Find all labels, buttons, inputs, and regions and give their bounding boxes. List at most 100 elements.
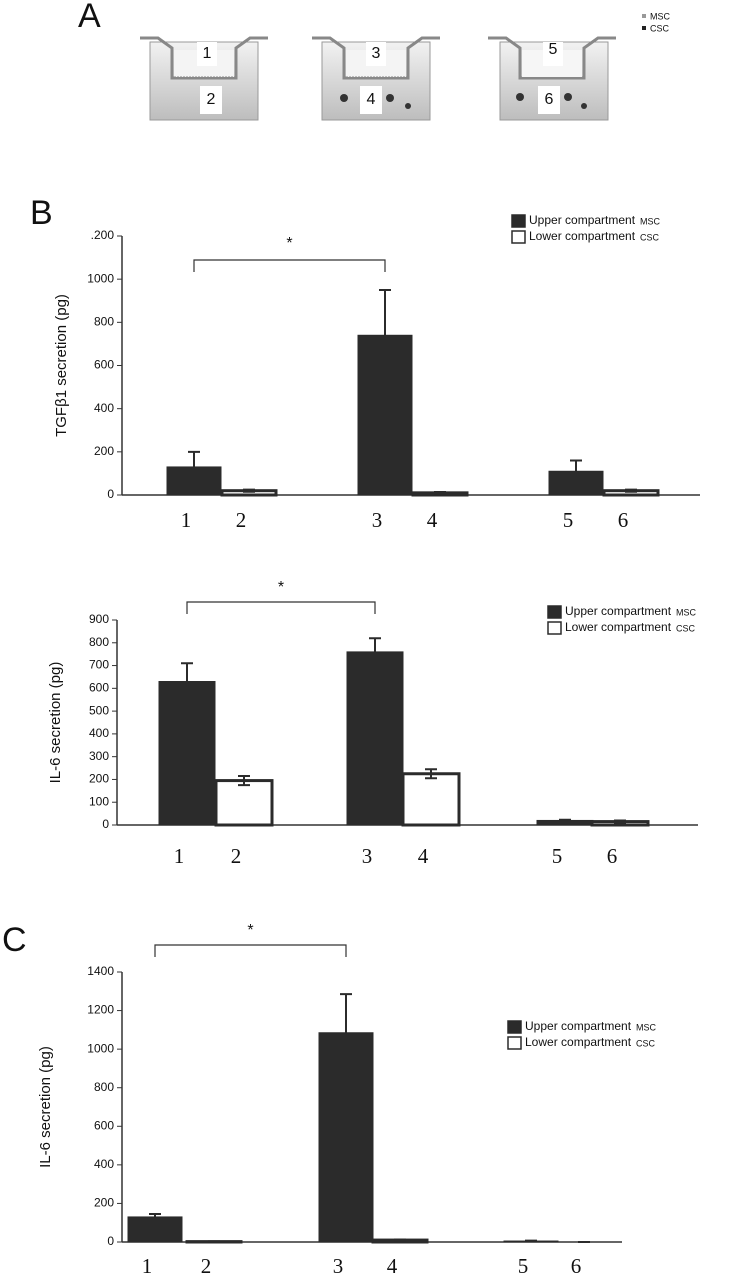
y-tick-label: 300 [89,749,109,763]
x-tick-label: 6 [607,844,618,868]
legend-suffix: MSC [640,216,661,226]
significance-label: * [278,579,284,596]
error-bar [434,492,446,494]
y-axis-label: TGFβ1 secretion (pg) [53,294,70,437]
panel-label: A [78,0,101,35]
legend-suffix: CSC [640,232,660,242]
legend-label: Lower compartment [529,229,636,243]
legend-label: Upper compartment [525,1019,632,1033]
x-tick-label: 5 [518,1254,529,1275]
y-tick-label: 100 [89,794,109,808]
legend-label: Upper compartment [565,604,672,618]
y-tick-label: 800 [89,635,109,649]
legend-swatch [508,1037,521,1049]
y-tick-label: 600 [89,681,109,695]
bar [403,774,459,825]
compartment-label: 4 [367,91,376,108]
compartment-label: 6 [545,91,554,108]
error-bar [559,820,571,821]
y-tick-label: 1000 [87,1041,114,1055]
bar [159,682,215,826]
legend-swatch [548,622,561,634]
y-tick-label: 0 [107,487,114,501]
panel-label: B [30,194,53,232]
compartment-label: 3 [372,45,381,62]
x-tick-label: 6 [571,1254,582,1275]
y-tick-label: 400 [94,401,114,415]
bar [347,652,403,825]
x-tick-label: 6 [618,508,629,532]
x-tick-label: 3 [362,844,373,868]
x-tick-label: 2 [201,1254,212,1275]
y-tick-label: 1000 [87,271,114,285]
legend-swatch [642,26,646,30]
legend-suffix: MSC [676,607,697,617]
x-tick-label: 2 [236,508,247,532]
error-bar [340,994,352,1033]
y-tick-label: 200 [94,444,114,458]
y-tick-label: 800 [94,1080,114,1094]
x-tick-label: 4 [387,1254,398,1275]
significance-label: * [247,922,253,939]
error-bar [181,663,193,681]
y-tick-label: 200 [94,1196,114,1210]
significance-bracket [194,260,385,272]
legend-label: Lower compartment [565,620,672,634]
error-bar [188,452,200,467]
y-tick-label: 0 [102,817,109,831]
bar [537,820,593,825]
x-tick-label: 3 [372,508,383,532]
legend-label: MSC [650,11,671,21]
legend-suffix: CSC [676,623,696,633]
legend-swatch [508,1021,521,1033]
compartment-label: 5 [549,41,558,58]
bar [549,471,603,495]
bar [128,1217,182,1242]
x-tick-label: 5 [552,844,563,868]
bar [358,335,412,495]
legend-suffix: CSC [636,1038,656,1048]
compartment-label: 2 [207,91,216,108]
legend-swatch [548,606,561,618]
y-tick-label: 600 [94,358,114,372]
x-tick-label: 4 [427,508,438,532]
error-bar [570,460,582,471]
significance-label: * [286,235,292,252]
bar [319,1033,373,1242]
legend-suffix: MSC [636,1022,657,1032]
y-tick-label: 800 [94,315,114,329]
legend-swatch [512,231,525,243]
x-tick-label: 3 [333,1254,344,1275]
legend-swatch [512,215,525,227]
panel-label: C [2,921,27,959]
y-tick-label: .200 [91,228,115,242]
y-tick-label: 600 [94,1118,114,1132]
legend-label: CSC [650,23,670,33]
legend-swatch [642,14,646,18]
bar [216,781,272,825]
y-tick-label: 900 [89,612,109,626]
error-bar [394,1239,406,1240]
y-tick-label: 700 [89,658,109,672]
error-bar [369,638,381,652]
y-axis-label: IL-6 secretion (pg) [37,1046,54,1168]
y-tick-label: 200 [89,772,109,786]
y-tick-label: 400 [89,726,109,740]
y-axis-label: IL-6 secretion (pg) [47,662,64,784]
legend-label: Upper compartment [529,213,636,227]
significance-bracket [155,945,346,957]
x-tick-label: 2 [231,844,242,868]
bar [167,467,221,495]
x-tick-label: 1 [174,844,185,868]
error-bar [379,290,391,335]
y-tick-label: 0 [107,1234,114,1248]
y-tick-label: 500 [89,703,109,717]
x-tick-label: 5 [563,508,574,532]
y-tick-label: 400 [94,1157,114,1171]
x-tick-label: 4 [418,844,429,868]
y-tick-label: 1400 [87,964,114,978]
y-tick-label: 1200 [87,1003,114,1017]
x-tick-label: 1 [181,508,192,532]
x-tick-label: 1 [142,1254,153,1275]
